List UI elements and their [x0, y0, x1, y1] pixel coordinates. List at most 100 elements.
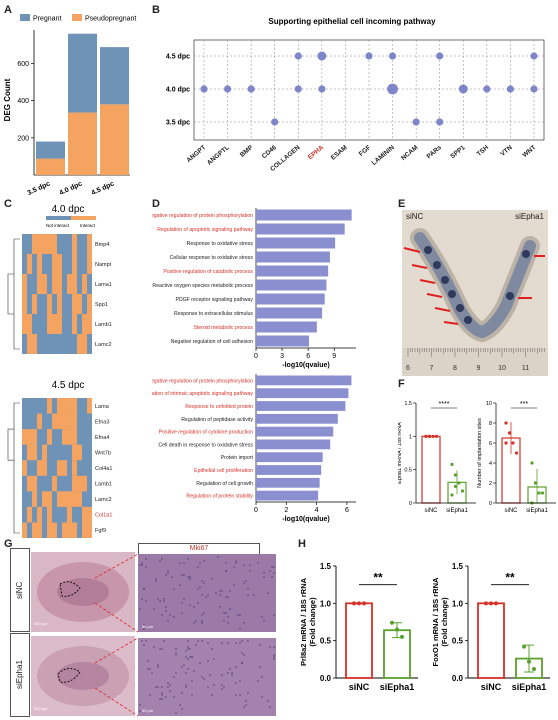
- nucleus-dot: [143, 624, 145, 626]
- y-axis-label-h1: Prl8a2 mRNA / 18S rRNA: [299, 577, 308, 666]
- heatmap-cell-interact: [82, 475, 87, 492]
- heatmap-cell-interact: [87, 398, 92, 414]
- nucleus-dot: [227, 616, 229, 618]
- legend-label-pregnant: Pregnant: [33, 16, 61, 23]
- nucleus-dot: [155, 578, 157, 580]
- bar-d2: [256, 375, 352, 386]
- panel-label-a: A: [4, 4, 12, 16]
- heatmap-title-bottom: 4.5 dpc: [52, 380, 85, 391]
- nucleus-dot: [203, 612, 205, 614]
- nucleus-dot: [217, 556, 219, 558]
- point-h1: [357, 601, 361, 606]
- x-tick-label-b: WNT: [521, 144, 537, 159]
- heatmap-cell-interact: [47, 294, 52, 314]
- bar-d2: [256, 401, 346, 411]
- term-label-d1: Steroid metabolic process: [193, 325, 253, 331]
- x-tick-label-d1: 3: [280, 353, 284, 360]
- heatmap-gene-label: Efna4: [95, 435, 109, 441]
- heatmap-cell-interact: [72, 413, 77, 430]
- nucleus-dot: [207, 594, 209, 596]
- point-f1: [431, 434, 435, 438]
- y-tick-label-f2: 2: [489, 481, 492, 487]
- nucleus-dot: [141, 562, 143, 564]
- heatmap-cell-interact: [87, 522, 92, 538]
- y-axis-label-f1: Epha1 mRNA / 18s rRNA: [398, 422, 403, 484]
- y-tick-label-f1: 1: [409, 434, 412, 440]
- nucleus-dot: [203, 560, 205, 562]
- heatmap-cell-interact: [32, 234, 37, 254]
- heatmap-cell-interact: [72, 444, 77, 461]
- nucleus-dot: [151, 672, 153, 674]
- point-h1: [390, 620, 394, 625]
- nucleus-dot: [269, 570, 271, 572]
- nucleus-dot: [211, 578, 213, 580]
- point-f2: [504, 441, 508, 445]
- heatmap-cell-interact: [37, 460, 42, 476]
- nucleus-dot: [229, 608, 231, 610]
- bar-pseudopregnant: [36, 158, 65, 175]
- x-tick-label-d2: 0: [254, 507, 258, 514]
- heatmap-gene-label: Lamc2: [95, 497, 112, 503]
- nucleus-dot: [181, 602, 183, 604]
- heatmap-gene-label: Spp1: [95, 302, 108, 308]
- y-tick-label-f2: 6: [489, 441, 492, 447]
- nucleus-dot: [173, 696, 175, 698]
- nucleus-dot: [231, 672, 233, 674]
- heatmap-cell-interact: [42, 444, 47, 461]
- heatmap-cell-interact: [32, 491, 37, 507]
- nucleus-dot: [143, 588, 145, 590]
- y-tick-label-a: 400: [17, 98, 29, 105]
- nucleus-dot: [175, 654, 177, 656]
- heatmap-cell-interact: [27, 475, 32, 492]
- x-tick-label-h1: siEpha1: [380, 682, 415, 692]
- heatmap-gene-label: Fgf9: [95, 528, 106, 534]
- nucleus-dot: [169, 614, 171, 616]
- heatmap-cell-interact: [57, 491, 62, 507]
- point-f1: [424, 434, 428, 438]
- heatmap-gene-label: Col1a1: [95, 513, 112, 519]
- nucleus-dot: [225, 562, 227, 564]
- point-h1: [362, 601, 366, 606]
- dot-b: [294, 85, 302, 93]
- nucleus-dot: [273, 614, 275, 616]
- y-tick-label-f2: 8: [489, 421, 492, 427]
- heatmap-cell-interact: [52, 274, 57, 294]
- heatmap-cell-interact: [47, 398, 52, 414]
- heatmap-cell-interact: [52, 234, 57, 254]
- nucleus-dot: [143, 628, 145, 630]
- term-label-d2: Epithelial cell proliferation: [194, 468, 253, 474]
- heatmap-cell-interact: [62, 460, 67, 476]
- heatmap-cell-interact: [22, 522, 27, 538]
- y-tick-label-f1: 0.5: [404, 468, 412, 474]
- term-label-d1: Cellular response to oxidative stress: [170, 255, 254, 261]
- x-tick-label-b: LAMININ: [371, 144, 396, 167]
- heatmap-cell-interact: [22, 294, 27, 314]
- heatmap-cell-interact: [57, 294, 62, 314]
- heatmap-gene-label: Bmp4: [95, 242, 109, 248]
- ruler: [402, 348, 548, 376]
- term-label-d2: Cell death in response to oxidative stre…: [158, 442, 253, 448]
- error-bar-h2: [524, 644, 534, 673]
- nucleus-dot: [211, 694, 213, 696]
- bar-pregnant: [100, 47, 129, 105]
- heatmap-cell-interact: [47, 234, 52, 254]
- bar-d1: [256, 265, 329, 277]
- legend-interact: Interact: [80, 223, 96, 228]
- bar-d1: [256, 293, 325, 305]
- heatmap-gene-label: Wnt7b: [95, 450, 111, 456]
- nucleus-dot: [139, 608, 141, 610]
- dot-b: [530, 85, 538, 93]
- heatmap-cell-interact: [32, 294, 37, 314]
- dot-b: [365, 52, 373, 60]
- heatmap-cell-interact: [37, 234, 42, 254]
- heatmap-cell-interact: [72, 429, 77, 445]
- scale-bar-3: 50 µm: [142, 624, 154, 629]
- nucleus-dot: [243, 622, 245, 624]
- heatmap-cell-interact: [62, 398, 67, 414]
- heatmap-cell-interact: [72, 491, 77, 507]
- nucleus-dot: [263, 572, 265, 574]
- heatmap-cell-interact: [77, 491, 82, 507]
- point-f2: [540, 491, 545, 495]
- nucleus-dot: [233, 566, 235, 568]
- x-tick-label-b: ESAM: [330, 144, 349, 161]
